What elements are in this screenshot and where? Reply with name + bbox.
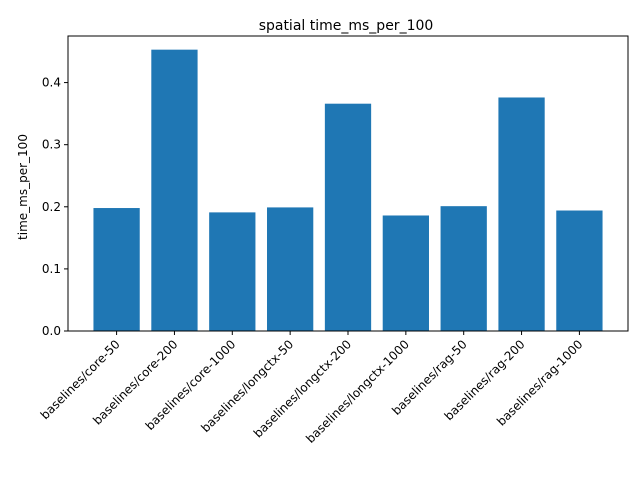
bar-baselines-rag-200	[498, 97, 545, 331]
bar-baselines-longctx-1000	[382, 215, 429, 331]
y-tick-label: 0.3	[42, 138, 61, 152]
x-tick-label: baselines/longctx-1000	[303, 337, 412, 446]
bar-baselines-rag-1000	[556, 210, 603, 331]
y-tick-label: 0.2	[42, 200, 61, 214]
bar-baselines-core-50	[93, 208, 140, 331]
x-tick-label: baselines/longctx-200	[251, 337, 354, 440]
x-ticks-group: baselines/core-50baselines/core-200basel…	[38, 331, 586, 446]
y-axis-label: time_ms_per_100	[16, 134, 30, 240]
y-ticks-group: 0.0 0.1 0.2 0.3 0.4	[42, 76, 68, 338]
chart-title: spatial time_ms_per_100	[259, 18, 434, 34]
bar-baselines-rag-50	[440, 206, 487, 331]
bar-baselines-longctx-200	[324, 103, 372, 332]
bar-baselines-core-1000	[209, 212, 256, 331]
plot-frame	[67, 35, 629, 332]
bar-baselines-longctx-50	[267, 207, 314, 331]
y-tick-label: 0.0	[42, 324, 61, 338]
y-tick-label: 0.4	[42, 76, 61, 90]
bars-group	[93, 49, 603, 332]
y-tick-label: 0.1	[42, 262, 61, 276]
bar-baselines-core-200	[151, 49, 198, 332]
